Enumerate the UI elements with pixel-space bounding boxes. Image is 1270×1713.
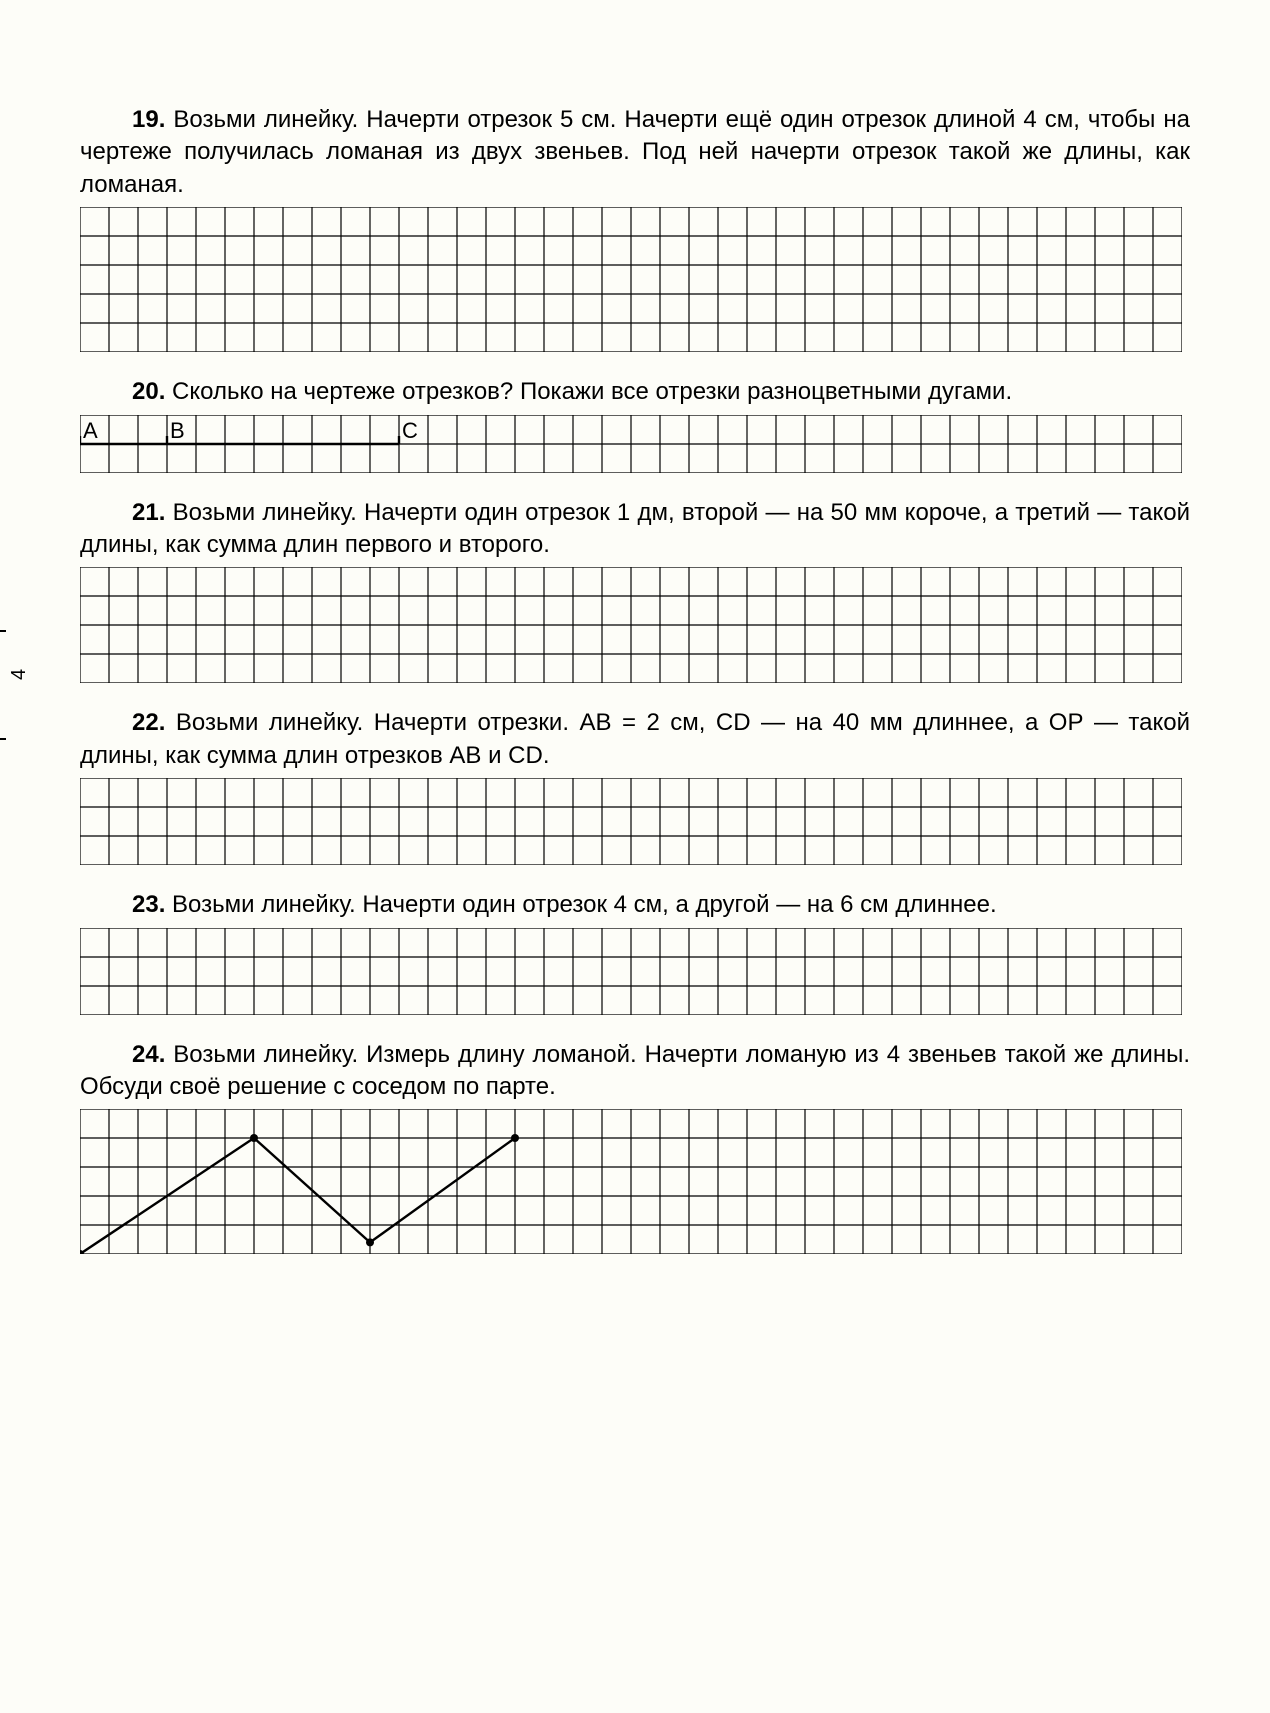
task-23-number: 23. — [132, 891, 165, 918]
task-21-body: Возьми линейку. Начерти один отрезок 1 д… — [80, 499, 1190, 558]
workbook-page: 4 19. Возьми линейку. Начерти отрезок 5 … — [0, 0, 1270, 1713]
task-22-number: 22. — [132, 709, 165, 736]
task-24-text: 24. Возьми линейку. Измерь длину ломаной… — [80, 1039, 1190, 1104]
task-23-body: Возьми линейку. Начерти один отрезок 4 с… — [172, 891, 997, 918]
task-24-number: 24. — [132, 1041, 165, 1068]
svg-text:В: В — [170, 418, 185, 443]
task-19-body: Возьми линейку. Начерти отрезок 5 см. На… — [80, 106, 1190, 198]
task-22-body: Возьми линейку. Начерти отрезки. АВ = 2 … — [80, 709, 1190, 768]
task-23-text: 23. Возьми линейку. Начерти один отрезок… — [80, 889, 1190, 921]
page-number: 4 — [6, 669, 33, 680]
task-22-text: 22. Возьми линейку. Начерти отрезки. АВ … — [80, 707, 1190, 772]
svg-text:С: С — [402, 418, 418, 443]
task-20-text: 20. Сколько на чертеже отрезков? Покажи … — [80, 376, 1190, 408]
task-21-text: 21. Возьми линейку. Начерти один отрезок… — [80, 497, 1190, 562]
grid-19 — [80, 207, 1182, 352]
task-19-text: 19. Возьми линейку. Начерти отрезок 5 см… — [80, 104, 1190, 201]
grid-23 — [80, 928, 1182, 1015]
grid-22 — [80, 778, 1182, 865]
side-notch — [0, 630, 6, 740]
grid-20: АВС — [80, 415, 1182, 473]
task-24-body: Возьми линейку. Измерь длину ломаной. На… — [80, 1041, 1190, 1100]
task-19-number: 19. — [132, 106, 165, 133]
task-20-number: 20. — [132, 378, 165, 405]
svg-text:А: А — [83, 418, 98, 443]
grid-24 — [80, 1109, 1182, 1254]
task-20-body: Сколько на чертеже отрезков? Покажи все … — [172, 378, 1012, 405]
grid-21 — [80, 567, 1182, 683]
task-21-number: 21. — [132, 499, 165, 526]
